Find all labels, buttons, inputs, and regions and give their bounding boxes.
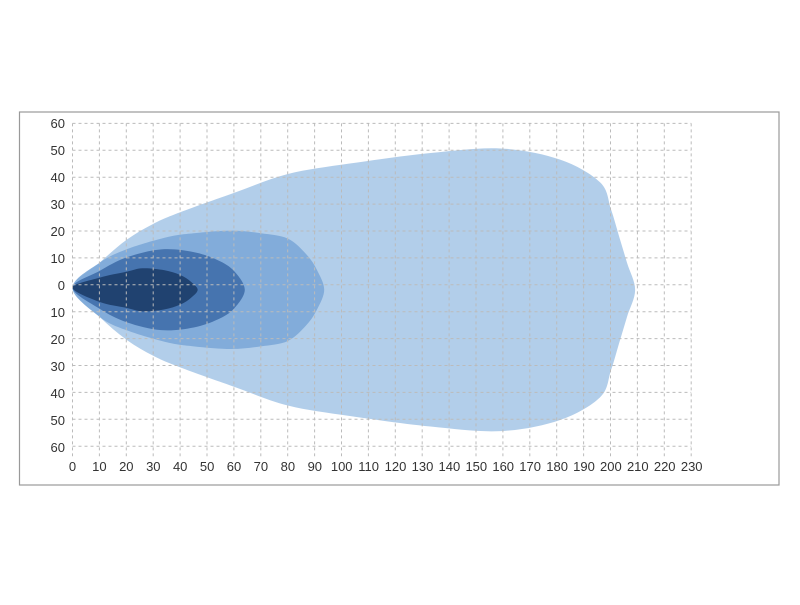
- svg-text:60: 60: [227, 459, 241, 474]
- svg-text:30: 30: [146, 459, 160, 474]
- svg-text:220: 220: [654, 459, 676, 474]
- svg-text:90: 90: [308, 459, 322, 474]
- svg-text:20: 20: [51, 332, 65, 347]
- svg-text:50: 50: [200, 459, 214, 474]
- svg-text:30: 30: [51, 197, 65, 212]
- svg-text:200: 200: [600, 459, 622, 474]
- svg-text:50: 50: [51, 413, 65, 428]
- svg-text:10: 10: [92, 459, 106, 474]
- svg-text:0: 0: [69, 459, 76, 474]
- svg-text:210: 210: [627, 459, 649, 474]
- svg-text:170: 170: [519, 459, 541, 474]
- svg-text:100: 100: [331, 459, 353, 474]
- svg-text:40: 40: [51, 386, 65, 401]
- svg-text:140: 140: [439, 459, 461, 474]
- svg-text:160: 160: [492, 459, 514, 474]
- svg-text:190: 190: [573, 459, 595, 474]
- svg-text:180: 180: [546, 459, 568, 474]
- svg-text:40: 40: [173, 459, 187, 474]
- svg-text:130: 130: [412, 459, 434, 474]
- svg-text:10: 10: [51, 305, 65, 320]
- svg-text:80: 80: [281, 459, 295, 474]
- svg-text:20: 20: [51, 224, 65, 239]
- svg-text:120: 120: [385, 459, 407, 474]
- svg-text:150: 150: [465, 459, 487, 474]
- svg-text:20: 20: [119, 459, 133, 474]
- svg-text:40: 40: [51, 170, 65, 185]
- svg-text:110: 110: [358, 459, 379, 474]
- svg-text:230: 230: [681, 459, 703, 474]
- svg-text:60: 60: [51, 440, 65, 455]
- svg-text:30: 30: [51, 359, 65, 374]
- svg-text:0: 0: [58, 278, 65, 293]
- svg-text:10: 10: [51, 251, 65, 266]
- svg-text:70: 70: [254, 459, 268, 474]
- svg-text:50: 50: [51, 143, 65, 158]
- svg-text:60: 60: [51, 116, 65, 131]
